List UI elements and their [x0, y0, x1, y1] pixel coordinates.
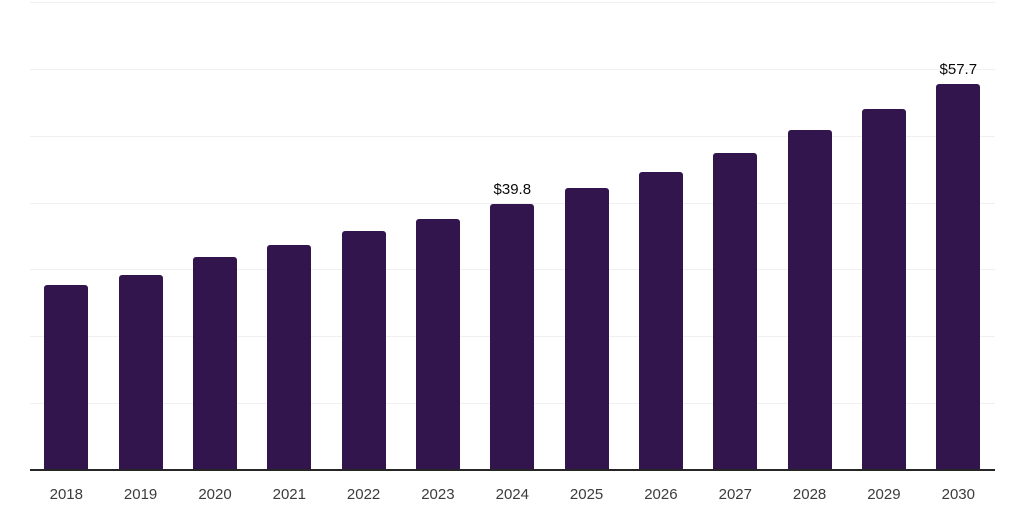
x-tick-label-2029: 2029	[867, 486, 901, 503]
x-tick-label-2020: 2020	[198, 486, 232, 503]
x-tick-label-2022: 2022	[346, 486, 381, 503]
value-label-2024: $39.8	[493, 180, 532, 198]
bar-2024	[490, 203, 535, 470]
x-tick-label-2028: 2028	[792, 486, 827, 503]
bar-2018	[44, 284, 89, 470]
x-tick-label-2026: 2026	[644, 486, 678, 503]
gridline-70	[30, 2, 995, 3]
x-tick-label-2018: 2018	[49, 486, 83, 503]
bar-2029	[861, 109, 906, 470]
bar-2021	[267, 245, 312, 470]
bar-2027	[713, 153, 758, 470]
x-tick-label-2021: 2021	[272, 486, 306, 503]
bar-2019	[118, 274, 163, 470]
bar-2022	[341, 231, 386, 470]
x-axis-line	[30, 469, 995, 471]
x-tick-label-2025: 2025	[569, 486, 604, 503]
bar-2028	[787, 130, 832, 470]
x-tick-label-2023: 2023	[421, 486, 455, 503]
bar-2020	[193, 256, 237, 470]
gridline-60	[30, 69, 995, 70]
bar-2026	[638, 171, 683, 470]
x-tick-label-2027: 2027	[718, 486, 752, 503]
bar-2025	[564, 187, 609, 470]
bar-2030	[936, 84, 981, 470]
gridline-50	[30, 136, 995, 137]
x-tick-label-2030: 2030	[941, 486, 975, 503]
value-label-2030: $57.7	[939, 61, 978, 79]
gridline-40	[30, 203, 995, 204]
bar-2023	[415, 218, 460, 470]
x-tick-label-2024: 2024	[495, 486, 529, 503]
x-tick-label-2019: 2019	[123, 486, 158, 503]
